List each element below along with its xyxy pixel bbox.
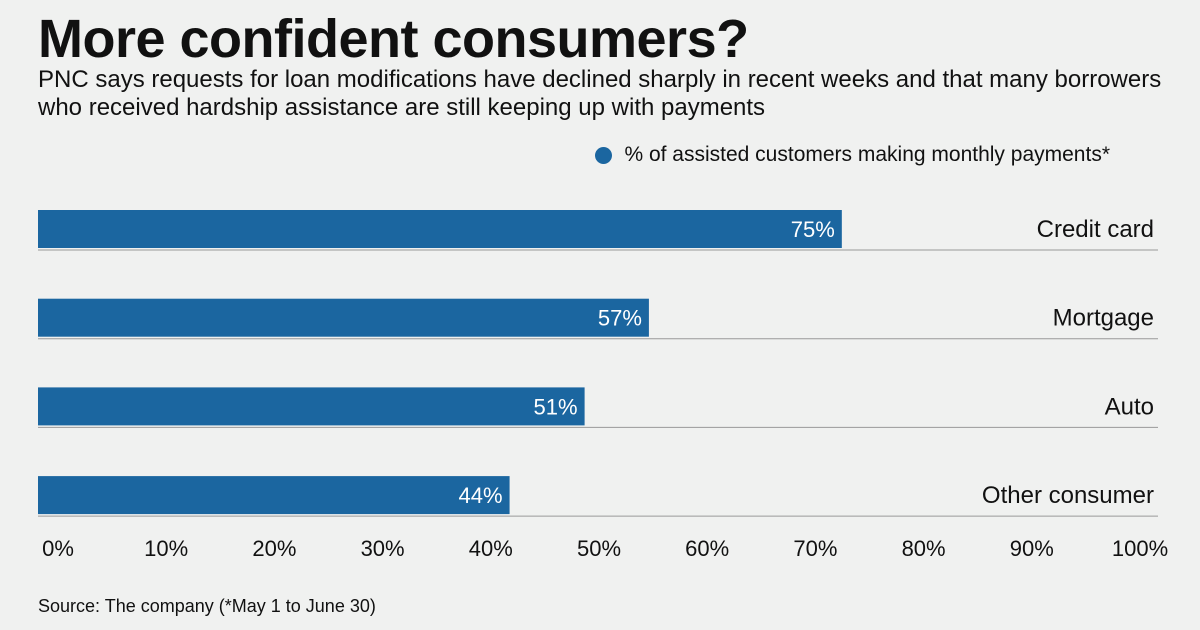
x-tick-label: 90% [1010, 536, 1054, 561]
bar-value-label: 51% [534, 394, 578, 419]
bar [38, 298, 649, 337]
bar-value-label: 44% [459, 483, 503, 508]
x-tick-label: 20% [252, 536, 296, 561]
category-label: Mortgage [1053, 305, 1154, 332]
chart-title: More confident consumers? [38, 9, 749, 69]
x-tick-label: 100% [1112, 536, 1168, 561]
x-tick-label: 60% [685, 536, 729, 561]
x-tick-label: 50% [577, 536, 621, 561]
chart-subtitle: PNC says requests for loan modifications… [38, 66, 1162, 121]
category-label: Other consumer [982, 482, 1154, 509]
legend-marker [595, 146, 613, 164]
bar-value-label: 75% [791, 217, 835, 242]
bar-value-label: 57% [598, 306, 642, 331]
bar [38, 210, 842, 248]
x-tick-label: 70% [793, 536, 837, 561]
legend: % of assisted customers making monthly p… [595, 143, 1110, 167]
x-tick-label: 80% [902, 536, 946, 561]
bar [38, 476, 510, 515]
x-tick-label: 30% [361, 536, 405, 561]
legend-label: % of assisted customers making monthly p… [624, 143, 1110, 166]
category-label: Auto [1105, 393, 1154, 420]
x-tick-label: 10% [144, 536, 188, 561]
bar [38, 387, 585, 426]
x-tick-label: 0% [42, 536, 74, 561]
source-note: Source: The company (*May 1 to June 30) [38, 596, 376, 616]
x-tick-label: 40% [469, 536, 513, 561]
category-label: Credit card [1037, 216, 1154, 243]
